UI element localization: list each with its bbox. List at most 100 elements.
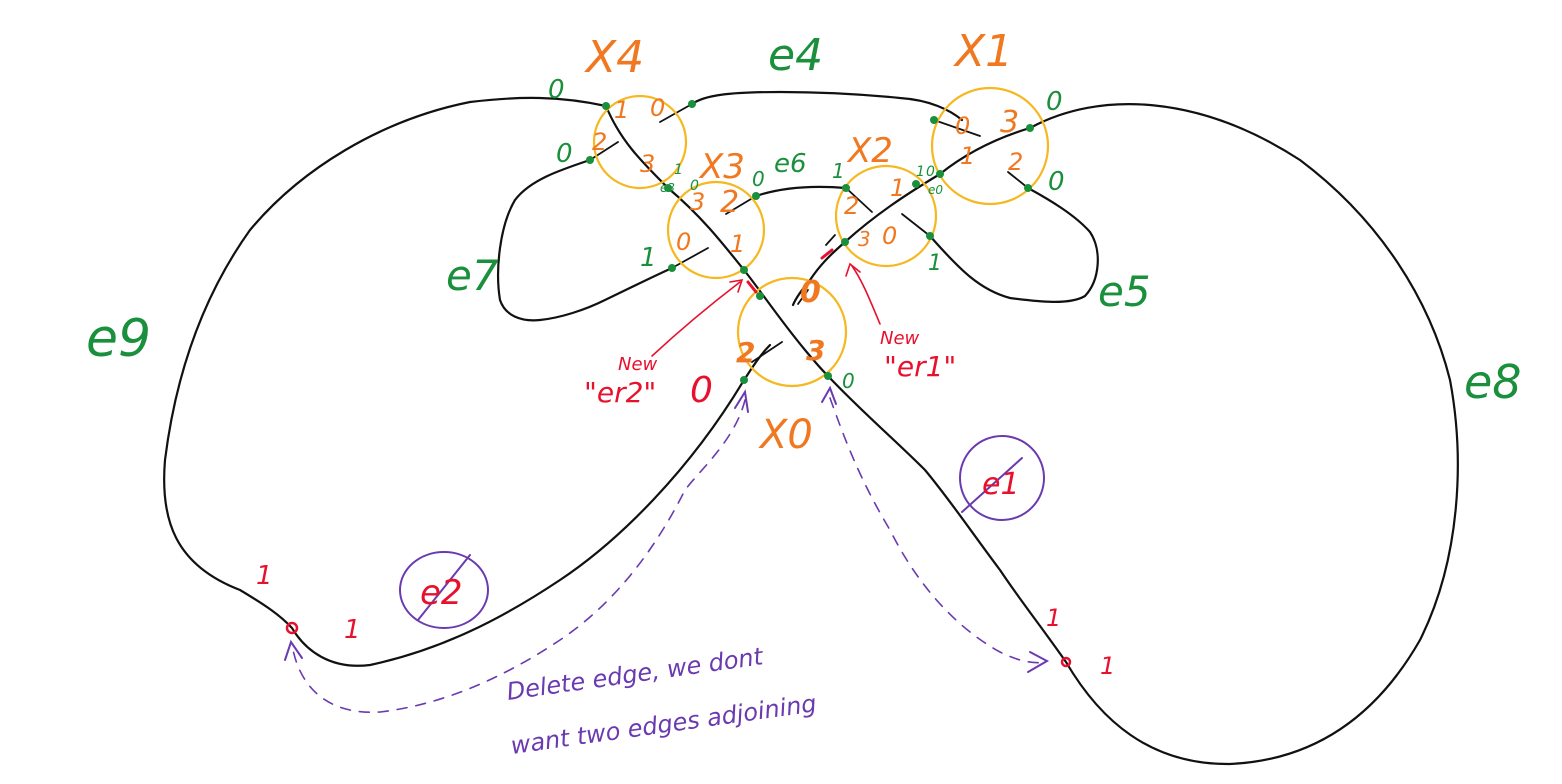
strike-e1	[961, 457, 1023, 513]
strand-e7	[497, 158, 674, 322]
strand-diagonal-right	[791, 126, 1032, 307]
x0-up-arrow-left	[734, 389, 749, 413]
edge-label-e5: e5	[1098, 267, 1151, 316]
red-right-b: 1	[1100, 652, 1115, 680]
x0-red-zero: 0	[690, 370, 713, 411]
new-er1-label: "er1"	[884, 350, 956, 383]
junction-dots	[586, 100, 1034, 384]
edge-label-e6: e6	[774, 149, 807, 179]
arrow-new-er2	[651, 281, 741, 357]
arrow-new-er1-head	[845, 262, 861, 277]
label-x3: X3	[698, 147, 745, 187]
strand-e8	[826, 103, 1459, 766]
strike-e2	[417, 554, 471, 621]
port-x2-d: 0	[882, 222, 897, 250]
crossing-circle-x3	[666, 180, 766, 280]
dot-x0-left	[740, 376, 748, 384]
x0-up-arrow-right	[821, 385, 837, 405]
crossing-circle-x4	[592, 94, 688, 190]
arrow-right-head	[1027, 651, 1050, 673]
edge-end-x1-right-bottom: 0	[1048, 167, 1065, 197]
edge-end-x2-small: 1	[916, 164, 925, 180]
dot-x2-right	[912, 180, 920, 188]
edge-label-e3: e3	[660, 181, 675, 195]
edge-end-labels: 0 0 1 0 1 0 0 1 1 0 1 0 0	[548, 75, 1065, 393]
strand-x3-left	[671, 247, 709, 269]
crossing-circle-x0	[736, 276, 848, 388]
port-x0-b: 2	[736, 336, 755, 369]
port-x1-a: 0	[955, 112, 970, 140]
dot-x2-bottom	[841, 238, 849, 246]
label-x4: X4	[584, 32, 644, 83]
strand-x2-tick	[825, 234, 836, 246]
port-x3-b: 2	[720, 185, 739, 220]
dot-x4-right	[688, 100, 696, 108]
strand-e6	[754, 185, 848, 198]
label-x2: X2	[846, 131, 893, 171]
dot-x1-left	[930, 116, 938, 124]
port-x3-c: 0	[676, 228, 691, 256]
red-point-left	[285, 621, 299, 635]
port-x4-b: 0	[650, 94, 665, 122]
port-x1-c: 1	[960, 142, 975, 170]
edge-labels: e4 e6 e7 e5 e9 e8 e3 e0	[86, 30, 1522, 409]
port-x2-b: 1	[890, 174, 905, 202]
red-mark-x3	[746, 280, 758, 294]
strand-x1-lower	[1007, 171, 1029, 189]
new-er2-label: "er2"	[584, 376, 656, 409]
edge-end-x3-small: 0	[690, 178, 699, 194]
port-x2-a: 2	[844, 192, 859, 220]
port-x0-a: 0	[800, 275, 821, 310]
dot-x1-bottom-left	[936, 170, 944, 178]
port-x4-c: 2	[592, 128, 607, 156]
dot-x3-top-right	[752, 192, 760, 200]
new-word-right: New	[880, 328, 920, 349]
dashed-arrow-left-from-x0	[291, 399, 746, 713]
strand-x0-mid	[797, 289, 809, 305]
strand-x2-upper	[845, 187, 873, 213]
arrow-new-er1	[851, 265, 881, 325]
new-word-left: New	[618, 354, 658, 375]
crossing-circle-x2	[834, 164, 938, 268]
edge-end-x4-top: 0	[548, 75, 565, 105]
strand-e4	[690, 90, 964, 122]
crossing-circle-x1	[930, 86, 1050, 206]
edge-end-x2-top-left: 1	[832, 159, 845, 183]
edge-end-x0-right-small: 0	[842, 369, 855, 393]
strand-x3-upper	[725, 195, 757, 215]
edge-label-e0: e0	[928, 183, 943, 197]
port-x3-a: 3	[690, 188, 705, 216]
deleted-edge-labels: e2 e1 1 1 1 1 0	[256, 370, 1115, 680]
dot-x0-top	[756, 292, 764, 300]
strand-diagonal-left	[604, 104, 830, 378]
edge-label-e9: e9	[86, 309, 151, 369]
red-right-a: 1	[1046, 604, 1061, 632]
edge-label-e4: e4	[768, 30, 823, 81]
arrow-new-er2-head	[729, 278, 744, 293]
dot-x2-bottom-right	[926, 232, 934, 240]
deleted-label-e2: e2	[420, 573, 463, 613]
edge-end-x4-small: 1	[674, 162, 683, 178]
dot-x4-left	[586, 156, 594, 164]
edge-end-x3-top-right: 0	[752, 167, 765, 191]
edge-label-e8: e8	[1464, 355, 1522, 409]
port-x3-d: 1	[730, 230, 745, 258]
port-x0-c: 3	[806, 334, 825, 367]
label-x0: X0	[758, 412, 813, 458]
delete-note: Delete edge, we dont want two edges adjo…	[505, 642, 818, 760]
strand-x2-right	[901, 213, 931, 237]
strand-x4-lower-left	[589, 141, 619, 161]
dot-x3-left	[668, 264, 676, 272]
note-line-1: Delete edge, we dont	[505, 642, 766, 706]
port-labels: 1 0 2 3 0 3 1 2 3 2 0 1 2 1 3 0 0 2 3	[592, 94, 1023, 369]
label-x1: X1	[953, 26, 1013, 77]
strand-x0-over	[751, 341, 783, 363]
strand-x1-upper-left	[933, 119, 981, 137]
port-x1-b: 3	[1000, 105, 1019, 140]
deleted-circle-e2	[399, 551, 489, 629]
crossing-labels: X4 X1 X3 X2 X0	[584, 26, 1013, 458]
edge-end-x2-bottom: 1	[928, 251, 942, 276]
dot-x4-bottom	[664, 184, 672, 192]
